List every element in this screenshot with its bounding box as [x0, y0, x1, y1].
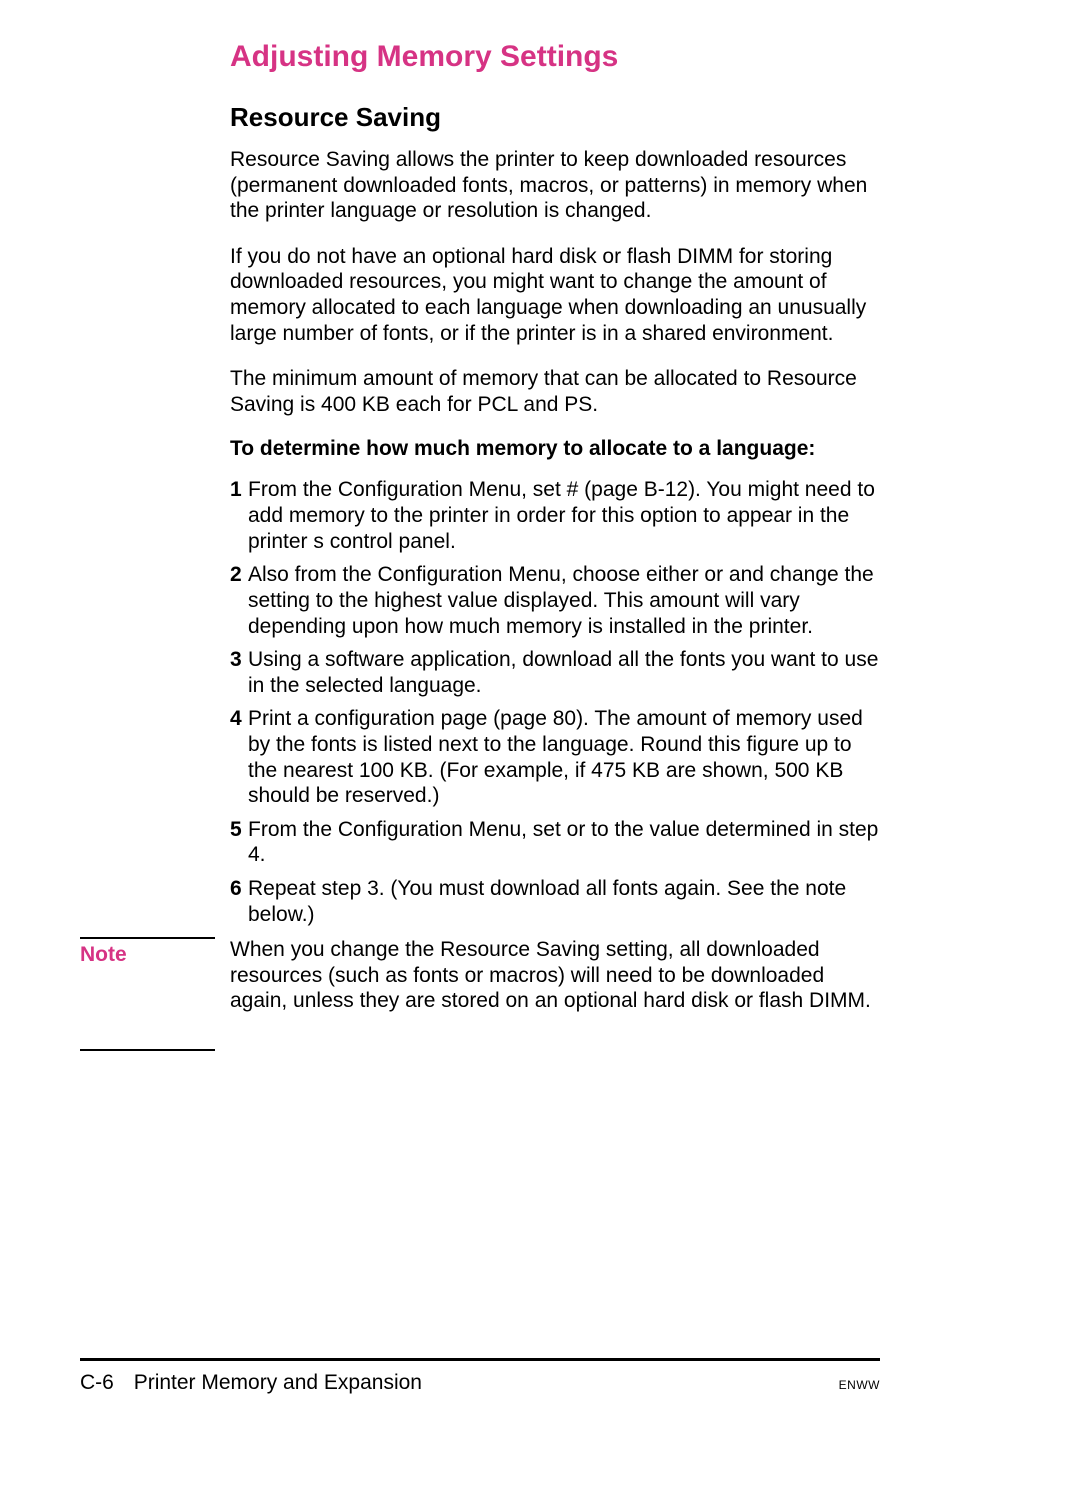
paragraph-3: The minimum amount of memory that can be… [230, 366, 880, 417]
note-text: When you change the Resource Saving sett… [230, 937, 880, 1014]
step-item: 2 Also from the Configuration Menu, choo… [230, 562, 880, 639]
heading-1: Adjusting Memory Settings [230, 40, 880, 74]
footer-rule [80, 1358, 880, 1361]
footer-line: C-6 Printer Memory and Expansion ENWW [80, 1371, 880, 1395]
step-number: 4 [230, 706, 248, 808]
note-block: Note When you change the Resource Saving… [230, 937, 880, 1014]
step-text: Also from the Configuration Menu, choose… [248, 562, 880, 639]
heading-2: Resource Saving [230, 102, 880, 133]
note-label: Note [80, 943, 127, 967]
page-footer: C-6 Printer Memory and Expansion ENWW [80, 1358, 880, 1395]
step-item: 3 Using a software application, download… [230, 647, 880, 698]
footer-page-number: C-6 [80, 1371, 114, 1394]
step-number: 3 [230, 647, 248, 698]
step-text: Print a configuration page (page 80). Th… [248, 706, 880, 808]
paragraph-2: If you do not have an optional hard disk… [230, 244, 880, 346]
footer-title: Printer Memory and Expansion [134, 1371, 422, 1394]
step-number: 5 [230, 817, 248, 868]
footer-left: C-6 Printer Memory and Expansion [80, 1371, 422, 1395]
step-item: 6 Repeat step 3. (You must download all … [230, 876, 880, 927]
step-number: 2 [230, 562, 248, 639]
step-text: Repeat step 3. (You must download all fo… [248, 876, 880, 927]
steps-list: 1 From the Configuration Menu, set # (pa… [230, 477, 880, 927]
paragraph-1: Resource Saving allows the printer to ke… [230, 147, 880, 224]
step-item: 5 From the Configuration Menu, set or to… [230, 817, 880, 868]
step-text: From the Configuration Menu, set or to t… [248, 817, 880, 868]
step-number: 1 [230, 477, 248, 554]
step-item: 4 Print a configuration page (page 80). … [230, 706, 880, 808]
note-rule-top [80, 937, 215, 939]
page: Adjusting Memory Settings Resource Savin… [0, 0, 1080, 1495]
footer-right: ENWW [839, 1378, 880, 1392]
step-text: Using a software application, download a… [248, 647, 880, 698]
step-text: From the Configuration Menu, set # (page… [248, 477, 880, 554]
note-rule-bottom [80, 1049, 215, 1051]
step-item: 1 From the Configuration Menu, set # (pa… [230, 477, 880, 554]
heading-3: To determine how much memory to allocate… [230, 437, 880, 461]
step-number: 6 [230, 876, 248, 927]
